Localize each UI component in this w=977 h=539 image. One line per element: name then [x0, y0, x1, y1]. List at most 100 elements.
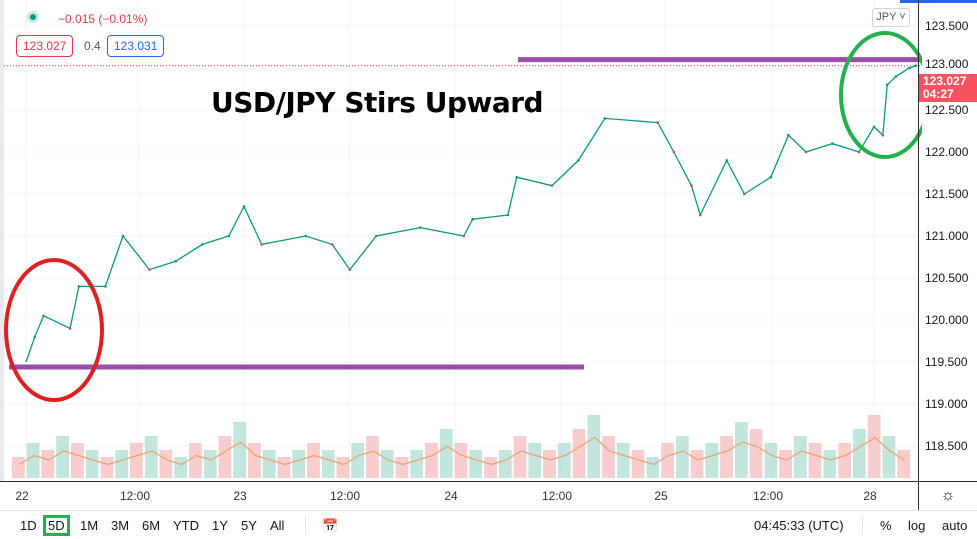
volume-bar	[513, 436, 527, 478]
price-tick-label: 123.000	[925, 57, 969, 71]
range-button-1y[interactable]: 1Y	[212, 518, 228, 533]
range-button-all[interactable]: All	[270, 518, 285, 533]
price-point	[462, 234, 466, 238]
bar-countdown: 04:27	[923, 87, 954, 101]
price-axis[interactable]: 123.500 123.000 122.500 122.000 121.500 121.0…	[918, 0, 977, 481]
settings-gear-icon[interactable]: ☼	[918, 481, 977, 510]
volume-bar	[602, 436, 615, 478]
buy-price-button[interactable]: 123.031	[107, 35, 165, 57]
volume-bar	[189, 443, 202, 478]
price-point	[743, 192, 746, 196]
price-tick-label: 121.500	[925, 187, 969, 201]
bottom-toolbar: 1D 5D 1M 3M 6M YTD 1Y 5Y All 📅 04:45:33 (UTC) % …	[0, 510, 977, 539]
start-highlight-circle	[4, 258, 104, 402]
volume-bar	[277, 457, 291, 478]
price-tick-label: 120.500	[925, 271, 969, 285]
divider	[862, 515, 863, 535]
price-point	[857, 150, 861, 154]
chart-title-annotation: USD/JPY Stirs Upward	[211, 86, 544, 119]
range-button-5d[interactable]: 5D	[43, 515, 70, 536]
range-button-3m[interactable]: 3M	[111, 518, 130, 533]
price-tick-label: 122.000	[925, 145, 969, 159]
time-tick-label: 23	[233, 489, 247, 503]
price-point	[419, 226, 422, 229]
price-point	[174, 259, 178, 263]
volume-bar	[130, 443, 143, 478]
volume-bar	[351, 443, 365, 478]
volume-bar	[248, 443, 261, 478]
price-point	[348, 268, 352, 271]
price-point	[506, 213, 510, 217]
price-point	[260, 243, 263, 246]
volume-bar	[484, 457, 497, 478]
current-price: 123.027	[923, 74, 967, 88]
range-button-1m[interactable]: 1M	[80, 518, 99, 533]
range-button-6m[interactable]: 6M	[142, 518, 161, 533]
price-point	[672, 150, 676, 154]
end-highlight-circle	[839, 31, 922, 159]
price-tick-label: 123.500	[925, 19, 969, 33]
volume-bar	[852, 429, 866, 478]
percent-scale-toggle[interactable]: %	[880, 518, 892, 533]
price-point	[787, 133, 790, 137]
time-axis[interactable]: 22 12:00 23 12:00 24 12:00 25 12:00 28	[0, 481, 918, 510]
time-tick-label: 25	[654, 489, 668, 503]
price-point	[68, 327, 72, 330]
price-point	[577, 159, 580, 162]
utc-clock[interactable]: 04:45:33 (UTC)	[754, 518, 844, 533]
price-tick-label: 118.500	[925, 439, 968, 453]
price-point	[77, 285, 81, 288]
sell-price-button[interactable]: 123.027	[16, 35, 74, 57]
volume-bar	[292, 450, 306, 478]
time-tick-label: 12:00	[541, 489, 573, 503]
volume-bar	[307, 443, 320, 478]
volume-bar	[85, 450, 99, 478]
volume-bar	[425, 443, 438, 478]
price-tick-label: 120.000	[925, 313, 969, 327]
chart-plot-area[interactable]: −0.015 (−0.01%) 123.027 0.4 123.031 USD/…	[0, 0, 922, 481]
volume-bar	[734, 422, 748, 478]
price-point	[894, 75, 898, 78]
goto-date-icon[interactable]: 📅	[322, 518, 339, 533]
price-point	[121, 234, 125, 238]
volume-bar	[616, 443, 630, 478]
price-point	[471, 217, 474, 221]
price-point	[914, 64, 918, 68]
price-point	[242, 205, 246, 208]
price-point	[148, 268, 151, 271]
range-button-5y[interactable]: 5Y	[241, 518, 257, 533]
price-point	[304, 234, 308, 238]
volume-bar	[543, 450, 556, 478]
volume-bar	[808, 443, 822, 478]
price-tick-label: 121.000	[925, 229, 969, 243]
volume-bar	[764, 443, 778, 478]
auto-scale-toggle[interactable]: auto	[942, 518, 968, 533]
volume-bar	[690, 450, 704, 478]
volume-bar	[867, 415, 881, 478]
volume-bar	[882, 436, 896, 478]
volume-bar	[115, 450, 129, 478]
price-point	[42, 314, 45, 318]
price-point	[33, 335, 37, 339]
price-point	[881, 133, 885, 137]
currency-button[interactable]: JPY ˅	[872, 8, 910, 27]
volume-bar	[380, 450, 394, 478]
time-tick-label: 12:00	[119, 489, 151, 503]
range-button-1d[interactable]: 1D	[20, 518, 37, 533]
volume-bar	[218, 436, 232, 478]
volume-bar	[410, 450, 424, 478]
price-tick-label: 119.500	[925, 355, 968, 369]
volume-bar	[71, 443, 84, 478]
volume-bar	[572, 429, 586, 478]
volume-bar	[100, 457, 114, 478]
range-button-ytd[interactable]: YTD	[173, 518, 199, 533]
volume-bar	[646, 457, 660, 478]
volume-bar	[557, 443, 571, 478]
log-scale-toggle[interactable]: log	[908, 518, 926, 533]
time-tick-label: 28	[863, 489, 877, 503]
volume-bar	[203, 450, 217, 478]
price-point	[330, 243, 334, 246]
volume-bar	[720, 436, 733, 478]
volume-bar	[336, 457, 350, 478]
time-tick-label: 12:00	[329, 489, 361, 503]
